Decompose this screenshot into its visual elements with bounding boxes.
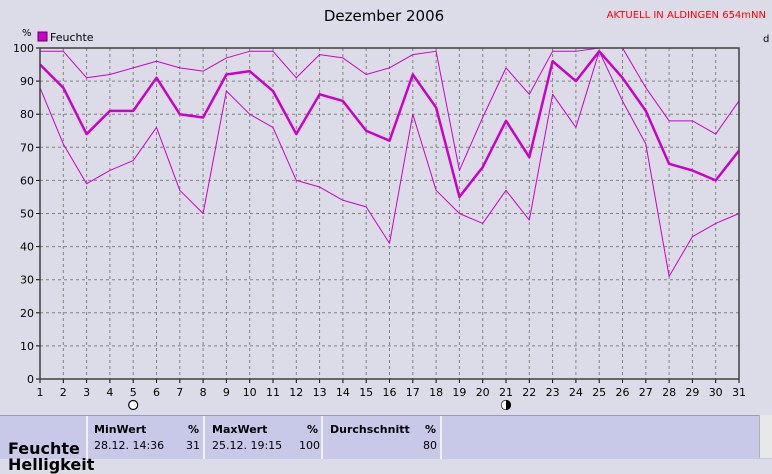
- series-line-mittel: [39, 50, 740, 199]
- x-tick-label: 3: [83, 386, 90, 399]
- stats-max-column: MaxWert % 25.12. 19:15 100: [205, 416, 320, 459]
- statistics-panel: Feuchte Helligkeit MinWert % 28.12. 14:3…: [0, 415, 772, 474]
- plot-frame: [39, 47, 740, 380]
- x-tick-label: 29: [685, 386, 699, 399]
- new-moon-highlight: [501, 400, 506, 410]
- x-tick-label: 21: [499, 386, 513, 399]
- stats-separator: [203, 416, 205, 459]
- y-tick-label: 70: [20, 141, 34, 154]
- full-moon-icon: [128, 399, 139, 411]
- legend-label: Feuchte: [50, 31, 94, 44]
- y-tick-label: 90: [20, 75, 34, 88]
- x-tick-label: 14: [336, 386, 350, 399]
- right-unit-label: d: [763, 34, 769, 45]
- y-tick-label: 0: [27, 373, 34, 386]
- x-tick-label: 16: [383, 386, 397, 399]
- min-unit-header: %: [188, 423, 200, 436]
- y-tick-label: 20: [20, 307, 34, 320]
- x-tick-label: 7: [176, 386, 183, 399]
- x-tick-label: 11: [266, 386, 280, 399]
- x-tick-label: 19: [452, 386, 466, 399]
- x-tick-label: 20: [476, 386, 490, 399]
- x-tick-label: 5: [130, 386, 137, 399]
- x-tick-label: 15: [359, 386, 373, 399]
- y-tick-label: 10: [20, 340, 34, 353]
- y-tick-label: 30: [20, 274, 34, 287]
- stats-row-label: Feuchte: [8, 439, 80, 458]
- stats-separator: [440, 416, 442, 459]
- x-tick-label: 10: [243, 386, 257, 399]
- x-tick-label: 9: [223, 386, 230, 399]
- x-tick-label: 23: [546, 386, 560, 399]
- x-tick-label: 30: [709, 386, 723, 399]
- x-tick-label: 2: [60, 386, 67, 399]
- y-tick-label: 40: [20, 241, 34, 254]
- grid: [40, 48, 739, 379]
- x-tick-label: 13: [313, 386, 327, 399]
- min-time: 28.12. 14:36: [94, 439, 165, 452]
- station-label: AKTUELL IN ALDINGEN 654mNN: [607, 10, 766, 21]
- avg-header: Durchschnitt: [330, 423, 410, 436]
- stats-separator: [321, 416, 323, 459]
- x-tick-label: 17: [406, 386, 420, 399]
- series-line-min: [39, 50, 740, 277]
- x-tick-label: 4: [106, 386, 113, 399]
- x-tick-label: 31: [732, 386, 746, 399]
- avg-value: 80: [423, 439, 437, 452]
- chart-title: Dezember 2006: [324, 7, 444, 25]
- x-axis-ticks: 1 2 3 4 5 6 7 8 9 10 11 12 13 14 15 16 17 18 19 20 21 22 23 24 2…: [37, 379, 746, 399]
- y-tick-label: 100: [13, 42, 34, 55]
- x-tick-label: 12: [289, 386, 303, 399]
- x-tick-label: 6: [153, 386, 160, 399]
- max-header: MaxWert: [212, 423, 268, 436]
- x-tick-label: 1: [37, 386, 44, 399]
- y-tick-label: 80: [20, 108, 34, 121]
- x-tick-label: 25: [592, 386, 606, 399]
- x-tick-label: 27: [639, 386, 653, 399]
- x-tick-label: 26: [616, 386, 630, 399]
- chart: Dezember 2006 AKTUELL IN ALDINGEN 654mNN…: [13, 7, 770, 411]
- x-tick-label: 8: [200, 386, 207, 399]
- max-unit-header: %: [307, 423, 319, 436]
- x-tick-label: 28: [662, 386, 676, 399]
- stats-avg-column: Durchschnitt % 80: [323, 416, 440, 459]
- vertical-scrollbar[interactable]: [759, 415, 772, 458]
- y-tick-label: 60: [20, 174, 34, 187]
- x-tick-label: 18: [429, 386, 443, 399]
- moon-markers: [128, 399, 512, 411]
- y-unit-label: %: [22, 28, 32, 39]
- avg-unit-header: %: [425, 423, 437, 436]
- y-tick-label: 50: [20, 208, 34, 221]
- x-tick-label: 24: [569, 386, 583, 399]
- x-tick-label: 22: [522, 386, 536, 399]
- min-value: 31: [186, 439, 200, 452]
- stats-separator: [86, 416, 88, 459]
- min-header: MinWert: [94, 423, 147, 436]
- stats-min-column: MinWert % 28.12. 14:36 31: [88, 416, 203, 459]
- max-time: 25.12. 19:15: [212, 439, 283, 452]
- y-axis-ticks: 0 10 20 30 40 50 60 70 80 90 100: [13, 42, 40, 386]
- legend-swatch: [37, 31, 48, 42]
- max-value: 100: [299, 439, 320, 452]
